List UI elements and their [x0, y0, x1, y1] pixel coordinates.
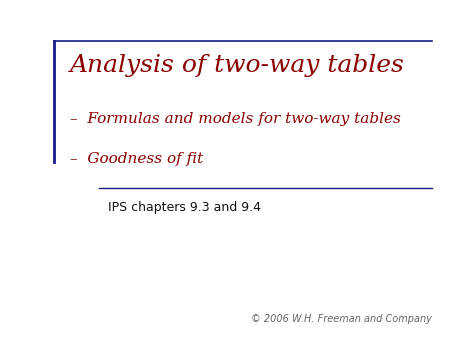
- Text: Analysis of two-way tables: Analysis of two-way tables: [70, 54, 405, 77]
- Text: –  Formulas and models for two-way tables: – Formulas and models for two-way tables: [70, 112, 400, 125]
- Text: IPS chapters 9.3 and 9.4: IPS chapters 9.3 and 9.4: [108, 201, 261, 214]
- Text: © 2006 W.H. Freeman and Company: © 2006 W.H. Freeman and Company: [251, 314, 432, 324]
- Text: –  Goodness of fit: – Goodness of fit: [70, 152, 203, 166]
